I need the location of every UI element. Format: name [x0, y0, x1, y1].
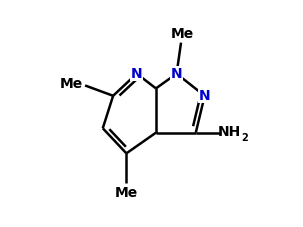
Text: 2: 2 [242, 133, 248, 143]
Text: Me: Me [171, 27, 194, 41]
Text: Me: Me [115, 186, 138, 200]
Text: N: N [171, 67, 182, 81]
Text: Me: Me [60, 77, 83, 91]
Text: NH: NH [218, 125, 241, 138]
Text: N: N [131, 67, 142, 81]
Text: N: N [199, 89, 211, 103]
